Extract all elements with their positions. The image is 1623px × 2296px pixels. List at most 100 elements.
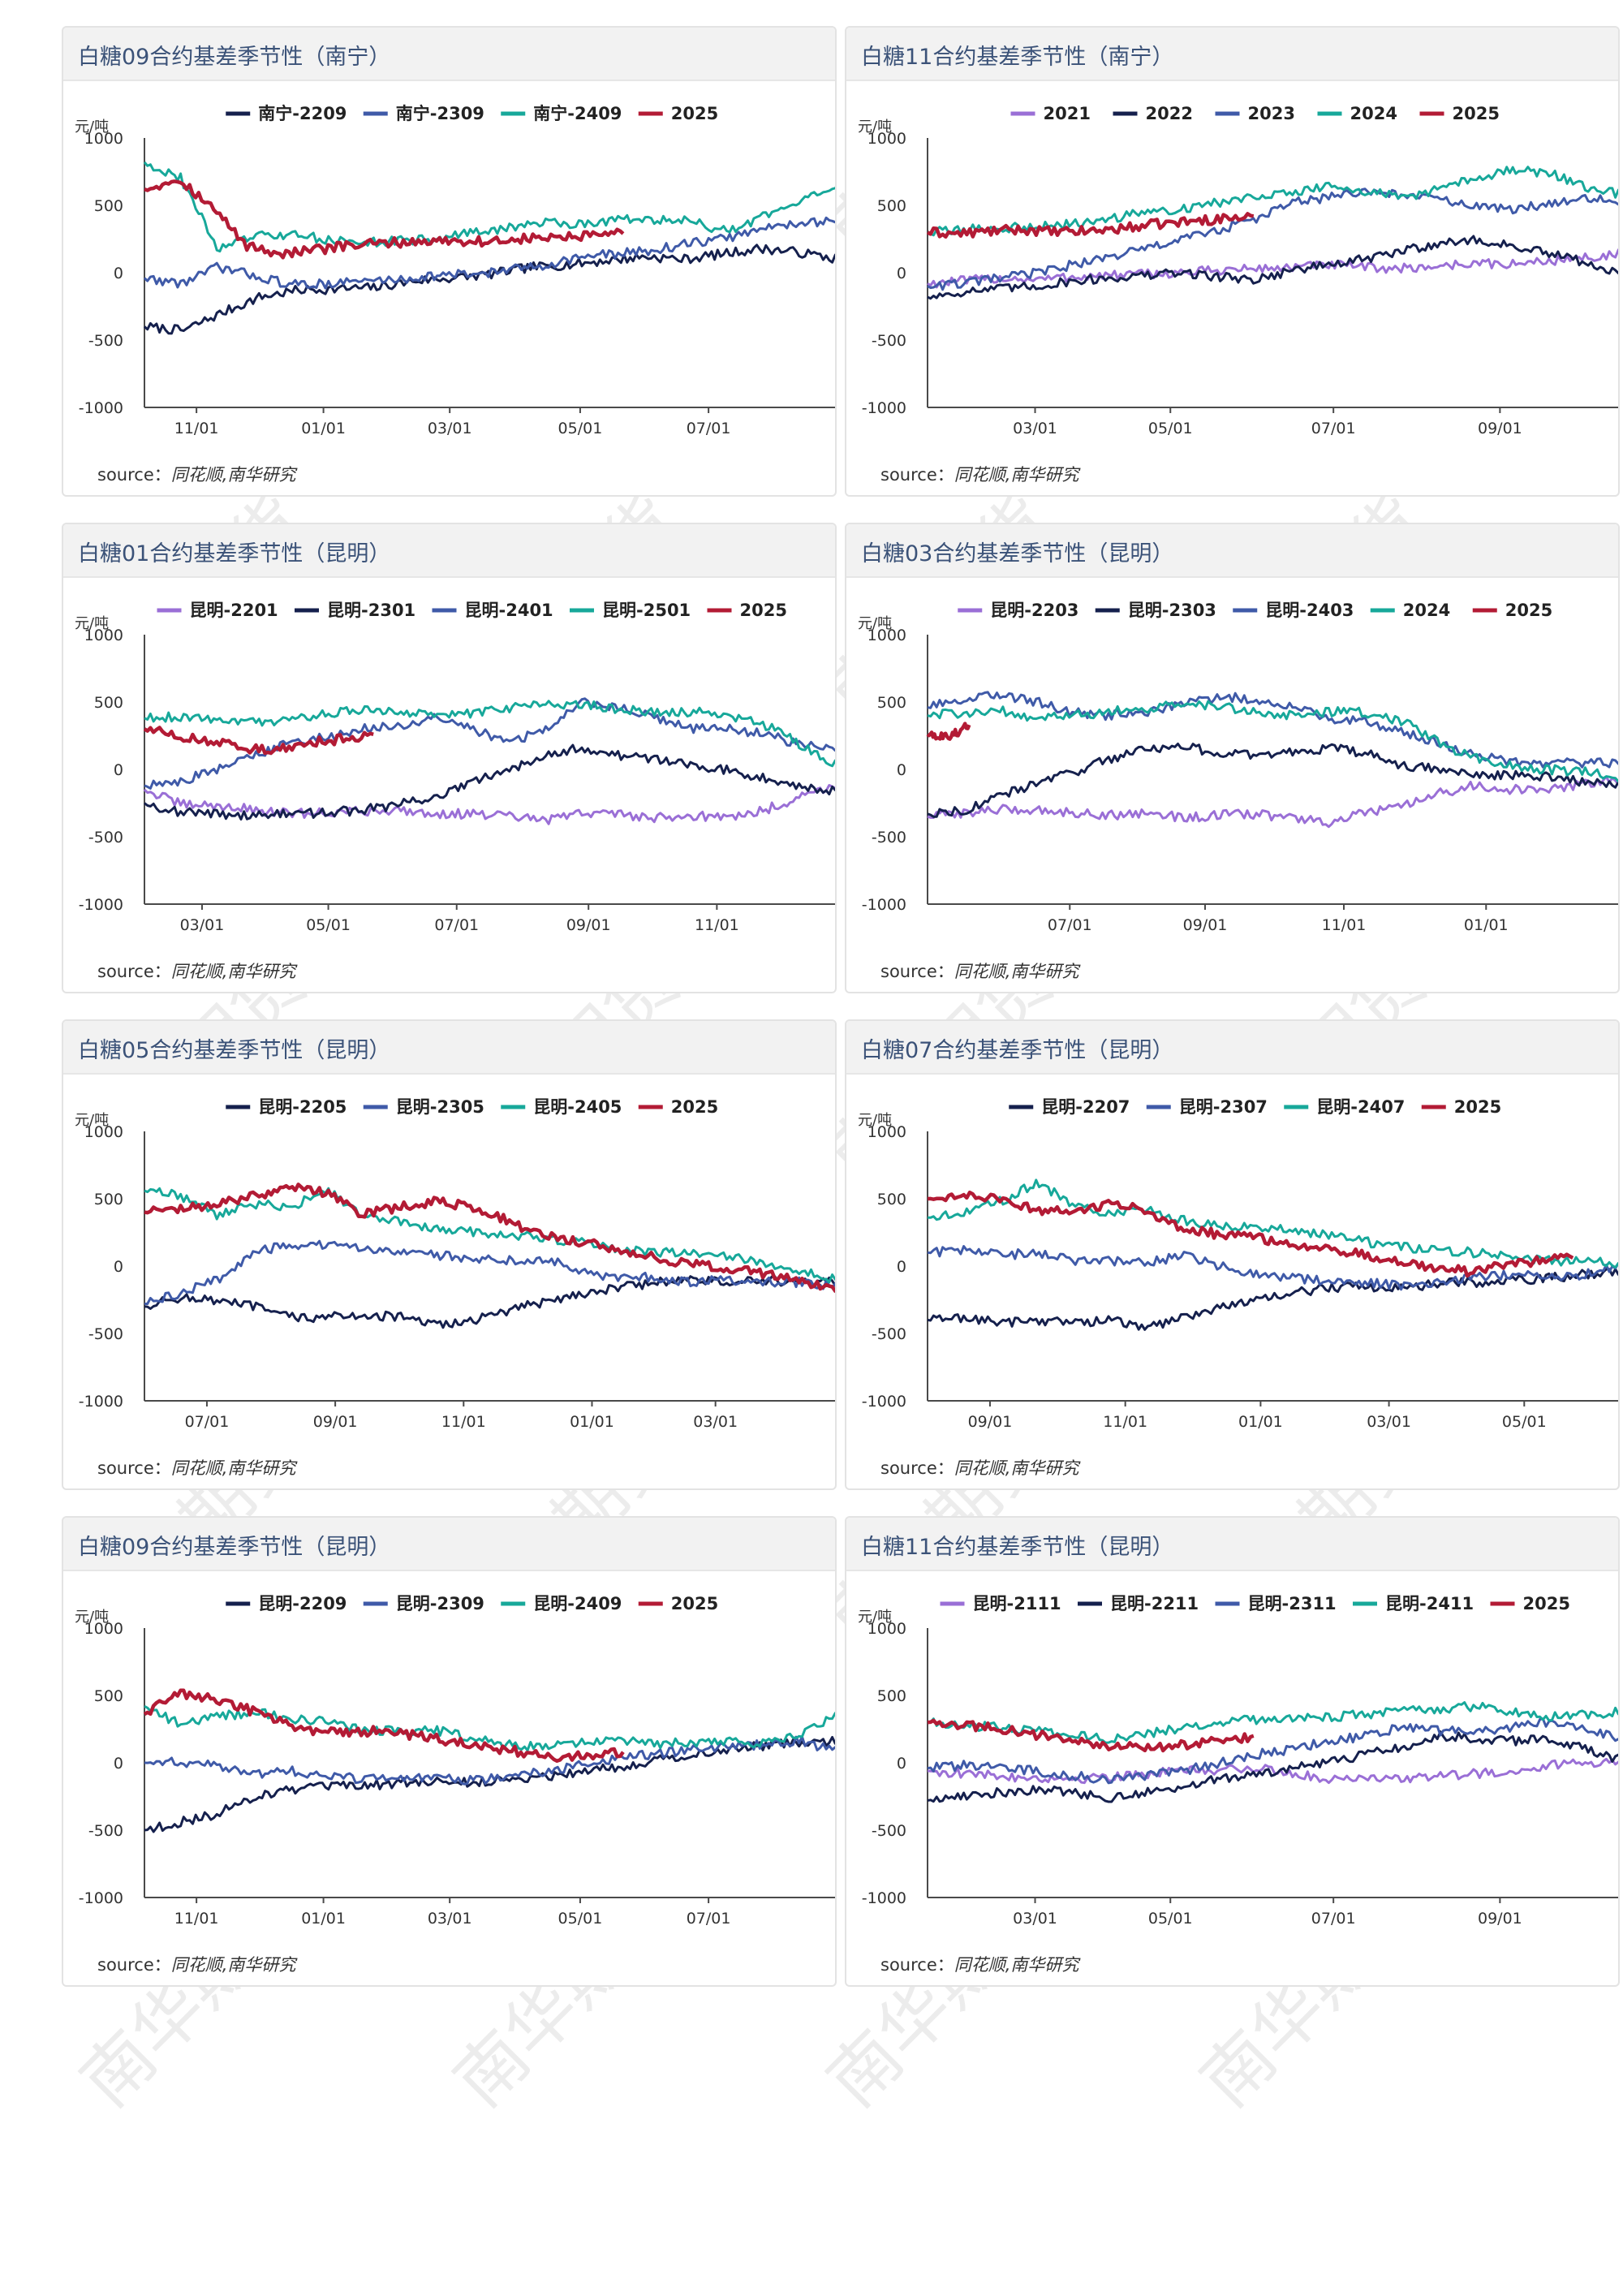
- source-note: source：同花顺,南华研究: [97, 958, 295, 983]
- y-tick-label: 0: [897, 1258, 906, 1276]
- series-line: [144, 700, 835, 768]
- y-tick-label: -500: [88, 1822, 123, 1840]
- x-tick-label: 07/01: [687, 420, 731, 437]
- legend-label: 南宁-2209: [258, 104, 347, 123]
- legend-label: 2024: [1403, 601, 1450, 620]
- legend-label: 昆明-2205: [258, 1097, 347, 1117]
- series-line: [144, 743, 835, 821]
- legend-label: 昆明-2203: [990, 601, 1078, 620]
- x-tick-label: 03/01: [428, 420, 472, 437]
- chart-panel-sugar09-kunming: 白糖09合约基差季节性（昆明） 元/吨 1000 500 0 -500 -1000 11/0…: [62, 1516, 837, 1987]
- legend-label: 昆明-2501: [602, 601, 691, 620]
- legend-label: 南宁-2409: [533, 104, 622, 123]
- legend-label: 2025: [671, 104, 718, 123]
- series-line: [927, 1268, 1618, 1331]
- y-tick-label: -500: [88, 829, 123, 846]
- series-line: [926, 722, 971, 741]
- series-line: [926, 212, 1255, 239]
- chart-panel-sugar05-kunming: 白糖05合约基差季节性（昆明） 元/吨 1000 500 0 -500 -1000 07/0…: [62, 1019, 837, 1490]
- source-note: source：同花顺,南华研究: [97, 462, 295, 486]
- x-tick-label: 01/01: [1238, 1413, 1283, 1431]
- y-tick-label: 1000: [867, 1620, 906, 1638]
- series-line: [144, 1182, 835, 1294]
- x-tick-label: 11/01: [174, 420, 219, 437]
- legend-label: 2025: [1523, 1594, 1570, 1613]
- series-line: [143, 726, 374, 756]
- source-note: source：同花顺,南华研究: [880, 958, 1078, 983]
- series-line: [927, 743, 1618, 818]
- series-line: [143, 216, 835, 290]
- series-line: [927, 691, 1618, 769]
- chart-panel-sugar09-nanning: 白糖09合约基差季节性（南宁） 元/吨 1000 500 0 -500 -1000 11/0…: [62, 26, 837, 497]
- panel-header: [63, 28, 835, 81]
- x-tick-label: 05/01: [1148, 1910, 1193, 1928]
- source-value: 同花顺,南华研究: [170, 1955, 296, 1975]
- x-tick-label: 03/01: [1013, 420, 1057, 437]
- x-tick-label: 11/01: [695, 916, 739, 934]
- y-tick-label: -500: [872, 332, 906, 350]
- panel-title: 白糖03合约基差季节性（昆明）: [861, 541, 1174, 566]
- source-value: 同花顺,南华研究: [954, 1458, 1079, 1478]
- legend-label: 2025: [1453, 104, 1500, 123]
- series-line: [927, 1245, 1618, 1291]
- source-note: source：同花顺,南华研究: [880, 1455, 1078, 1480]
- chart-panel-sugar07-kunming: 白糖07合约基差季节性（昆明） 元/吨 1000 500 0 -500 -1000 09/0…: [845, 1019, 1620, 1490]
- x-tick-label: 07/01: [1048, 916, 1092, 934]
- series-line: [143, 1688, 625, 1764]
- source-label: source：: [880, 1955, 954, 1975]
- x-tick-label: 01/01: [301, 420, 346, 437]
- y-tick-label: 1000: [867, 130, 906, 148]
- x-tick-label: 05/01: [1148, 420, 1193, 437]
- y-tick-label: -500: [872, 1325, 906, 1343]
- y-tick-label: 500: [877, 1687, 906, 1705]
- series-line: [144, 697, 835, 790]
- panel-title: 白糖09合约基差季节性（南宁）: [78, 45, 391, 70]
- y-tick-label: 0: [114, 761, 123, 779]
- y-tick-label: 500: [94, 1687, 123, 1705]
- x-tick-label: 01/01: [1464, 916, 1509, 934]
- legend-label: 2025: [1454, 1097, 1501, 1117]
- series-line: [927, 235, 1618, 300]
- x-tick-label: 07/01: [687, 1910, 731, 1928]
- panel-header: [846, 28, 1618, 81]
- panel-header: [846, 1518, 1618, 1571]
- y-tick-label: 1000: [867, 627, 906, 644]
- x-tick-label: 03/01: [1367, 1413, 1411, 1431]
- source-label: source：: [97, 1955, 171, 1975]
- series-line: [927, 1190, 1574, 1278]
- legend-label: 昆明-2303: [1128, 601, 1216, 620]
- x-tick-label: 09/01: [1478, 420, 1522, 437]
- y-tick-label: 0: [114, 1258, 123, 1276]
- legend-label: 2024: [1350, 104, 1397, 123]
- legend-label: 昆明-2305: [396, 1097, 484, 1117]
- chart-panel-sugar11-nanning: 白糖11合约基差季节性（南宁） 元/吨 1000 500 0 -500 -1000 03/0…: [845, 26, 1620, 497]
- source-value: 同花顺,南华研究: [170, 465, 296, 485]
- y-unit-label: 元/吨: [75, 615, 109, 632]
- series-line: [927, 1178, 1618, 1269]
- y-unit-label: 元/吨: [858, 118, 892, 136]
- x-tick-label: 05/01: [558, 420, 603, 437]
- y-tick-label: 0: [114, 1755, 123, 1773]
- source-label: source：: [880, 465, 954, 485]
- source-label: source：: [880, 962, 954, 981]
- legend-label: 2021: [1044, 104, 1091, 123]
- y-tick-label: 500: [94, 197, 123, 215]
- y-tick-label: 500: [877, 1191, 906, 1208]
- source-value: 同花顺,南华研究: [954, 1955, 1079, 1975]
- panel-title: 白糖07合约基差季节性（昆明）: [861, 1038, 1174, 1063]
- x-tick-label: 09/01: [1478, 1910, 1522, 1928]
- y-tick-label: 0: [897, 265, 906, 282]
- series-line: [927, 187, 1618, 291]
- panel-header: [63, 1021, 835, 1075]
- source-note: source：同花顺,南华研究: [97, 1952, 295, 1976]
- source-label: source：: [97, 1458, 171, 1478]
- y-unit-label: 元/吨: [858, 1609, 892, 1626]
- legend-label: 昆明-2211: [1110, 1594, 1199, 1613]
- legend-label: 2023: [1248, 104, 1295, 123]
- panel-title: 白糖11合约基差季节性（昆明）: [861, 1535, 1174, 1560]
- legend-label: 昆明-2201: [190, 601, 278, 620]
- x-tick-label: 07/01: [1311, 420, 1356, 437]
- x-tick-label: 03/01: [428, 1910, 472, 1928]
